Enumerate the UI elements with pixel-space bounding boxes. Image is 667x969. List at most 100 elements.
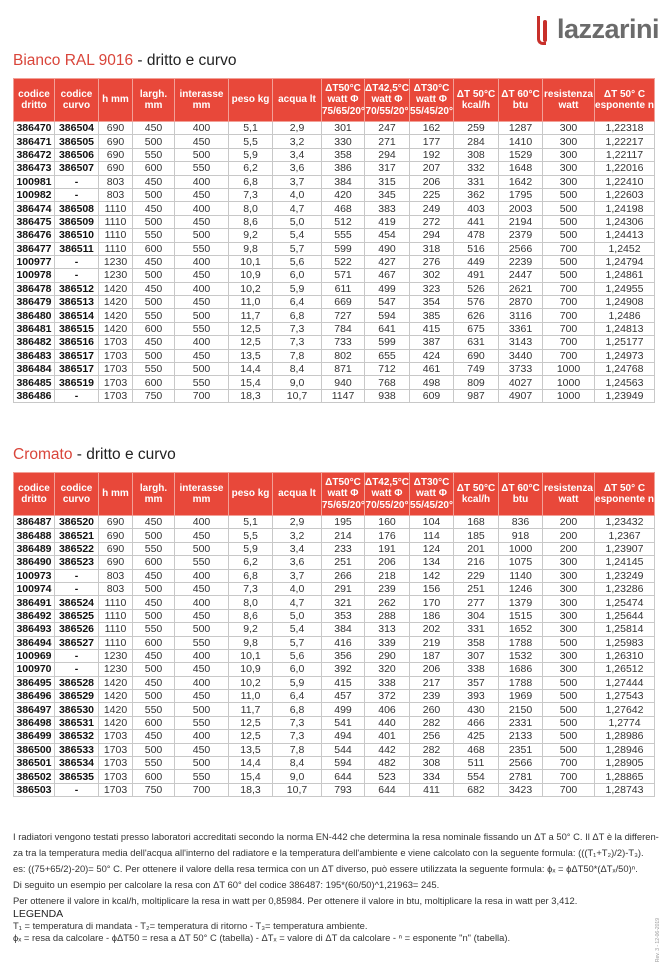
table-cell: 1,24794 bbox=[594, 254, 655, 270]
table-cell: 541 bbox=[321, 715, 365, 731]
table-cell: 386512 bbox=[54, 281, 99, 297]
table-cell: 4,0 bbox=[272, 581, 322, 597]
table-cell: 1,23949 bbox=[594, 388, 655, 404]
table-cell: 1703 bbox=[98, 348, 133, 364]
table-cell: 1,22410 bbox=[594, 174, 655, 189]
table-cell: 500 bbox=[132, 608, 175, 624]
table-cell: 490 bbox=[364, 241, 410, 256]
table-cell: 6,4 bbox=[272, 295, 322, 310]
table-cell: 14,4 bbox=[228, 756, 273, 771]
table-cell: 450 bbox=[174, 134, 229, 149]
table-cell: 218 bbox=[364, 568, 410, 583]
table-cell: 5,9 bbox=[272, 675, 322, 691]
lazzarini-logo-icon bbox=[536, 15, 551, 45]
table-row: 100970-1230 500 450 10,9 6,0 392 320 206 338 1686… bbox=[13, 662, 655, 677]
table-cell: 13,5 bbox=[228, 742, 273, 758]
table-cell: 12,5 bbox=[228, 729, 273, 744]
table-cell: 8,0 bbox=[228, 201, 273, 216]
table-cell: 156 bbox=[409, 581, 454, 597]
table-cell: 330 bbox=[321, 134, 365, 149]
table-cell: 185 bbox=[453, 528, 499, 543]
table-cell: 784 bbox=[321, 321, 365, 337]
column-header: largh. mm bbox=[132, 78, 175, 122]
table-cell: 403 bbox=[453, 201, 499, 216]
table-cell: 384 bbox=[321, 622, 365, 637]
table-cell: 251 bbox=[321, 555, 365, 570]
table-row: 100977-1230 450 400 10,1 5,6 522 427 276 449 2239… bbox=[13, 254, 655, 270]
table-cell: 500 bbox=[174, 756, 229, 771]
table-cell: 318 bbox=[409, 241, 454, 256]
table-cell: 9,8 bbox=[228, 635, 273, 650]
table-cell: 386492 bbox=[13, 608, 55, 624]
table-cell: 7,3 bbox=[228, 581, 273, 597]
table-cell: 500 bbox=[132, 214, 175, 230]
table-cell: 415 bbox=[409, 321, 454, 337]
table-cell: 386527 bbox=[54, 635, 99, 650]
table-cell: 3143 bbox=[498, 335, 543, 350]
table-cell: 1,25177 bbox=[594, 335, 655, 350]
column-header: largh. mm bbox=[132, 472, 175, 516]
table-cell: 450 bbox=[132, 729, 175, 744]
table-cell: 3423 bbox=[498, 782, 543, 798]
table-cell: 304 bbox=[453, 608, 499, 624]
table-cell: 599 bbox=[321, 241, 365, 256]
table-cell: 940 bbox=[321, 375, 365, 390]
table-cell: 675 bbox=[453, 321, 499, 337]
table-cell: - bbox=[54, 388, 99, 404]
table-cell: 1532 bbox=[498, 648, 543, 664]
table-cell: 251 bbox=[453, 581, 499, 597]
table-cell: 1,28905 bbox=[594, 756, 655, 771]
table-cell: 386508 bbox=[54, 201, 99, 216]
table-row: 386482 386516 1703 450 400 12,5 7,3 733 599 387 63… bbox=[13, 335, 655, 350]
table-cell: 219 bbox=[409, 635, 454, 650]
table-cell: 424 bbox=[409, 348, 454, 364]
table-cell: 727 bbox=[321, 308, 365, 323]
table-cell: 2,9 bbox=[272, 120, 322, 136]
table-row: 386488 386521 690 500 450 5,5 3,2 214 176 114 185 9… bbox=[13, 528, 655, 543]
table-cell: 1,2452 bbox=[594, 241, 655, 256]
table-row: 386499 386532 1703 450 400 12,5 7,3 494 401 256 42… bbox=[13, 729, 655, 744]
table-cell: 386511 bbox=[54, 241, 99, 256]
table-cell: 386505 bbox=[54, 134, 99, 149]
note-line: Di seguito un esempio per calcolare la r… bbox=[13, 879, 440, 890]
table-cell: 1420 bbox=[98, 295, 133, 310]
table-cell: 277 bbox=[453, 595, 499, 610]
table-cell: 690 bbox=[98, 514, 133, 530]
table-cell: 320 bbox=[364, 662, 410, 677]
table-cell: 18,3 bbox=[228, 782, 273, 798]
table-cell: 700 bbox=[174, 388, 229, 404]
table-cell: 500 bbox=[542, 254, 595, 270]
table-cell: 358 bbox=[453, 635, 499, 650]
table-cell: 411 bbox=[409, 782, 454, 798]
table-cell: 482 bbox=[364, 756, 410, 771]
table-cell: 302 bbox=[409, 268, 454, 283]
table-cell: 594 bbox=[364, 308, 410, 323]
column-header: ΔT42,5°C watt Φ 70/55/20° bbox=[364, 472, 410, 516]
table-cell: 523 bbox=[364, 769, 410, 784]
table-cell: 386480 bbox=[13, 308, 55, 323]
table-cell: 7,3 bbox=[272, 321, 322, 337]
table-cell: 1140 bbox=[498, 568, 543, 583]
table-cell: 294 bbox=[364, 147, 410, 163]
table-cell: 1703 bbox=[98, 742, 133, 758]
title-accent: Cromato bbox=[13, 446, 73, 463]
table-row: 386471 386505 690 500 450 5,5 3,2 330 271 177 284 1… bbox=[13, 134, 655, 149]
table-cell: 162 bbox=[409, 120, 454, 136]
table-cell: 400 bbox=[174, 675, 229, 691]
column-header: peso kg bbox=[228, 472, 273, 516]
table-cell: 750 bbox=[132, 388, 175, 404]
table-cell: 450 bbox=[174, 528, 229, 543]
table-cell: 10,1 bbox=[228, 254, 273, 270]
table-cell: - bbox=[54, 782, 99, 798]
table-cell: 100982 bbox=[13, 187, 55, 203]
table-cell: 450 bbox=[132, 174, 175, 189]
table-cell: 200 bbox=[542, 514, 595, 530]
table-cell: 5,0 bbox=[272, 608, 322, 624]
table-cell: 450 bbox=[132, 568, 175, 583]
table-cell: 288 bbox=[364, 608, 410, 624]
table-cell: 4907 bbox=[498, 388, 543, 404]
table-cell: 401 bbox=[364, 729, 410, 744]
table-cell: 1,24861 bbox=[594, 268, 655, 283]
table-cell: 386472 bbox=[13, 147, 55, 163]
table-cell: 500 bbox=[132, 528, 175, 543]
